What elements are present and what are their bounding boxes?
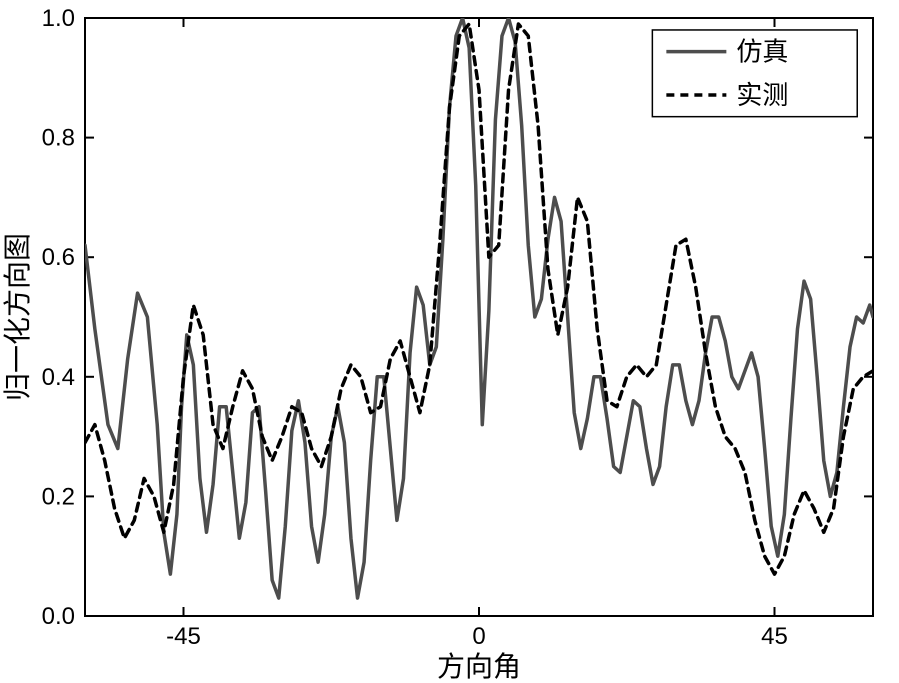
x-tick-label: 0 — [472, 623, 485, 650]
y-tick-label: 0.4 — [42, 364, 75, 391]
x-tick-label: 45 — [761, 623, 788, 650]
legend-label-meas: 实测 — [736, 81, 788, 110]
y-axis-label: 归一化方向图 — [2, 233, 34, 401]
legend-label-sim: 仿真 — [736, 38, 788, 67]
y-tick-label: 0.2 — [42, 483, 75, 510]
chart-container: -45 0 45 0.0 0.2 0.4 0.6 0.8 1.0 方向角 归一化方向图 仿真实测 — [0, 0, 899, 683]
line-chart: -45 0 45 0.0 0.2 0.4 0.6 0.8 1.0 方向角 归一化方向图 仿真实测 — [0, 0, 899, 683]
y-tick-label: 1.0 — [42, 5, 75, 32]
x-tick-label: -45 — [166, 623, 201, 650]
x-axis-label: 方向角 — [437, 651, 521, 683]
y-tick-label: 0.0 — [42, 603, 75, 630]
y-tick-label: 0.8 — [42, 125, 75, 152]
y-tick-label: 0.6 — [42, 244, 75, 271]
